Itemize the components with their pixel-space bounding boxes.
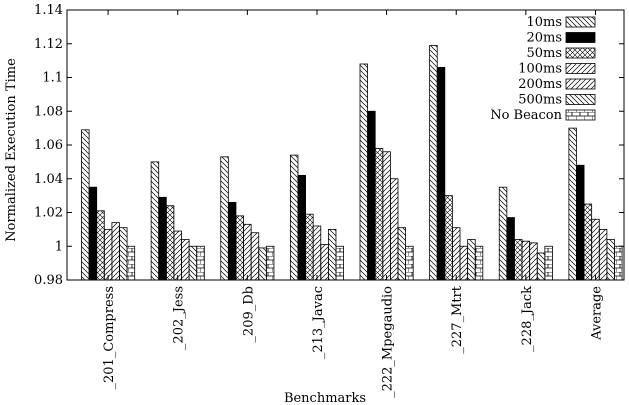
bar-10ms <box>150 161 160 281</box>
bar-10ms <box>359 63 368 281</box>
bar-20ms <box>506 217 515 281</box>
bar-10ms <box>429 45 438 281</box>
bar-20ms <box>436 66 446 281</box>
bar-20ms <box>158 196 167 281</box>
x-category-label: _202_Jess <box>172 286 187 350</box>
bar-500ms <box>606 239 615 281</box>
bar-200ms <box>529 242 538 281</box>
bar-10ms <box>81 129 90 281</box>
bars-layer <box>81 45 623 281</box>
legend-label: 50ms <box>526 46 562 61</box>
legend-swatch <box>565 47 596 59</box>
bar-10ms <box>289 154 299 281</box>
x-category-label: _209_Db <box>241 286 256 343</box>
y-tick-label: 1.1 <box>42 71 63 86</box>
bar-200ms <box>389 178 399 281</box>
bar-20ms <box>88 186 98 281</box>
bar-500ms <box>258 247 267 281</box>
bar-10ms <box>498 186 508 281</box>
bar-100ms <box>591 218 600 281</box>
bar-50ms <box>583 203 593 281</box>
bar-50ms <box>235 215 244 281</box>
legend-swatch <box>565 94 596 105</box>
bar-no-beacon <box>544 245 553 281</box>
bar-100ms <box>243 223 252 281</box>
legend-label: 500ms <box>518 93 562 108</box>
bar-20ms <box>227 201 237 281</box>
bar-50ms <box>514 239 523 281</box>
bar-no-beacon <box>265 245 275 281</box>
bar-100ms <box>382 151 391 281</box>
legend-swatch <box>565 78 596 90</box>
bar-500ms <box>119 227 128 281</box>
x-category-label: _213_Javac <box>311 286 326 359</box>
bar-500ms <box>467 239 476 281</box>
x-category-label: _201_Compress <box>102 286 117 390</box>
legend-label: 200ms <box>518 77 562 92</box>
bar-no-beacon <box>614 245 623 281</box>
legend-swatch <box>565 109 596 121</box>
bar-500ms <box>536 252 546 281</box>
x-category-label: Average <box>589 286 604 341</box>
bar-50ms <box>374 147 384 281</box>
bar-500ms <box>188 245 198 281</box>
bar-10ms <box>568 127 577 281</box>
bar-200ms <box>181 239 190 281</box>
legend-label: 100ms <box>518 62 562 77</box>
x-category-label: _227_Mtrt <box>450 285 465 354</box>
y-tick-label: 1 <box>55 239 63 254</box>
bar-20ms <box>576 164 585 281</box>
bar-no-beacon <box>335 245 344 281</box>
bar-200ms <box>598 228 608 281</box>
bar-100ms <box>521 240 531 281</box>
bar-50ms <box>305 213 314 281</box>
y-tick-label: 1.12 <box>34 37 63 52</box>
bar-50ms <box>444 195 453 281</box>
y-tick-label: 1.06 <box>34 138 63 153</box>
bar-no-beacon <box>196 245 205 281</box>
y-tick-label: 0.98 <box>34 273 63 288</box>
legend-label: No Beacon <box>490 108 562 123</box>
bar-no-beacon <box>405 245 414 281</box>
y-tick-label: 1.04 <box>34 172 63 187</box>
legend-swatch <box>565 16 596 28</box>
legend-swatch <box>565 63 596 74</box>
legend-label: 20ms <box>526 31 562 46</box>
bar-10ms <box>220 156 229 281</box>
x-category-label: _222_Mpegaudio <box>381 286 396 398</box>
y-tick-label: 1.02 <box>34 206 63 221</box>
bar-200ms <box>459 245 469 281</box>
y-tick-label: 1.14 <box>34 3 63 18</box>
bar-no-beacon <box>474 245 484 281</box>
bar-200ms <box>320 244 329 281</box>
bar-200ms <box>250 232 260 281</box>
bar-50ms <box>96 210 105 281</box>
bar-50ms <box>165 205 175 281</box>
bar-500ms <box>327 228 337 281</box>
bar-20ms <box>297 174 306 281</box>
bar-100ms <box>173 230 182 281</box>
bar-100ms <box>312 225 322 281</box>
x-category-label: _228_Jack <box>520 286 535 352</box>
axes-layer: 0.98 1 1.02 1.04 1.06 1.08 1.1 1.12 1.14 _201_Com… <box>34 3 625 398</box>
x-axis-title: Benchmarks <box>284 391 366 405</box>
bar-200ms <box>111 222 120 281</box>
bar-100ms <box>103 228 113 281</box>
legend-swatch <box>565 32 596 43</box>
y-tick-label: 1.08 <box>34 104 63 119</box>
bar-no-beacon <box>126 245 136 281</box>
bar-20ms <box>367 110 376 281</box>
legend-label: 10ms <box>526 15 562 30</box>
bar-500ms <box>397 227 406 281</box>
bar-100ms <box>452 227 461 281</box>
y-axis-title: Normalized Execution Time <box>4 58 19 242</box>
